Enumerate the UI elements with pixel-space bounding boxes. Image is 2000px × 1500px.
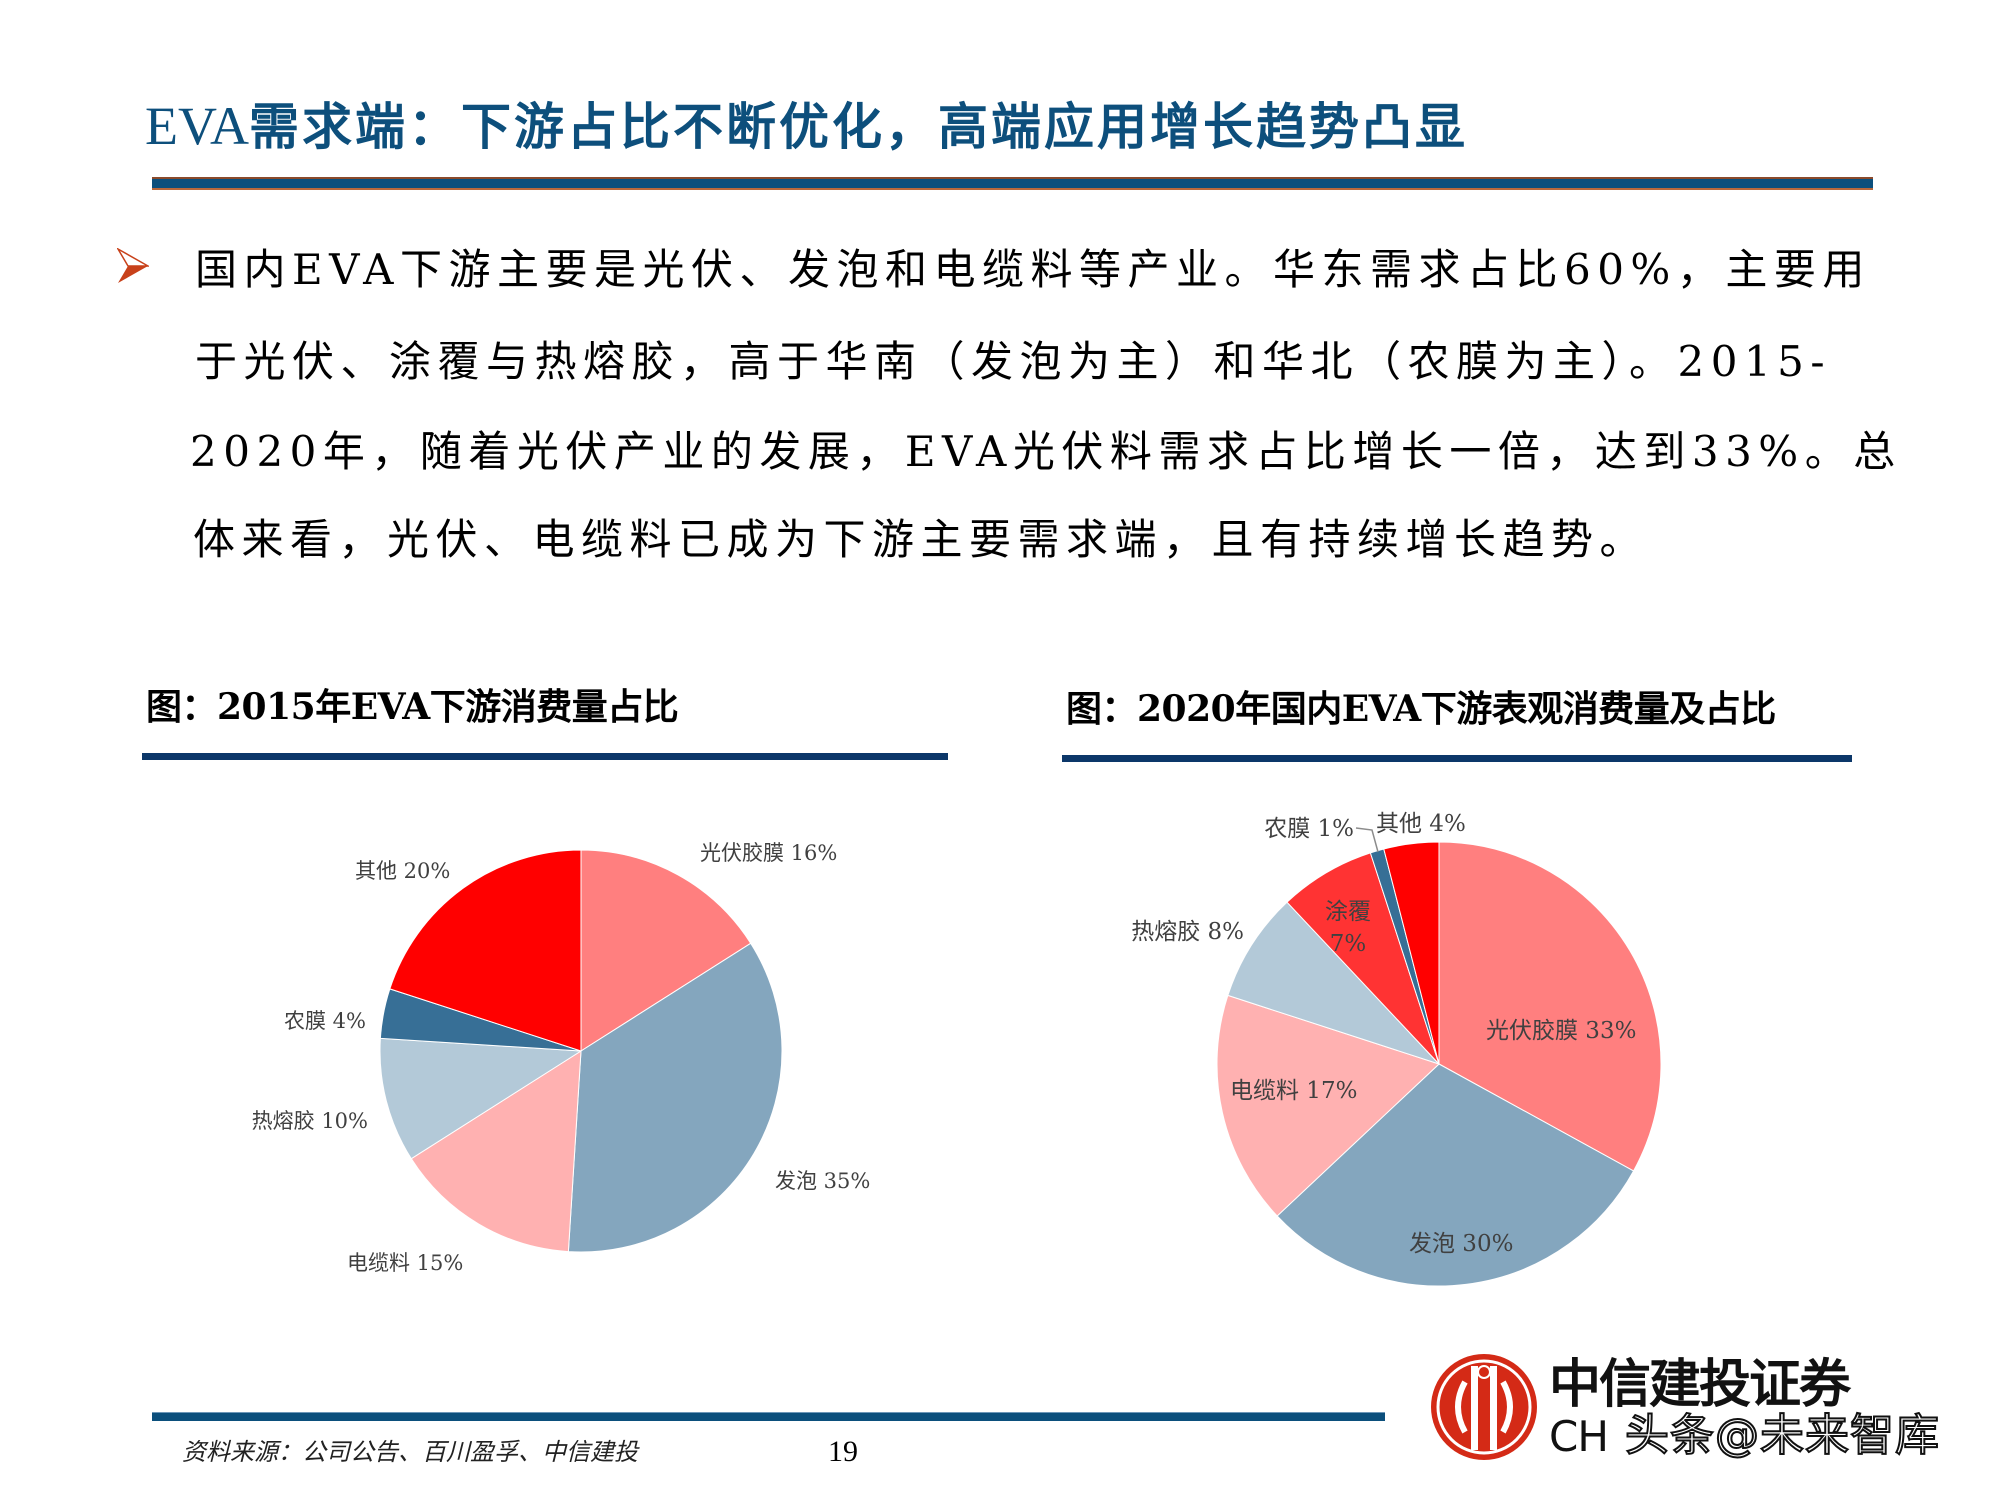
pie-data-label: 其他 4% — [1376, 811, 1466, 837]
pie-slice — [379, 1037, 583, 1160]
page-number: 19 — [828, 1435, 858, 1468]
pie-data-label: 其他 20% — [355, 859, 450, 883]
citic-logo-icon — [1431, 1354, 1537, 1460]
pie-data-label: 农膜 1% — [1264, 816, 1354, 842]
chart-title-underline — [1062, 755, 1852, 762]
body-text-line: 2020年，随着光伏产业的发展，EVA光伏料需求占比增长一倍，达到33%。总 — [190, 427, 1902, 476]
pie-slice — [1383, 841, 1440, 1065]
arrowhead-bullet-icon — [117, 248, 149, 283]
pie-slice — [580, 849, 752, 1052]
page-title-latin: EVA — [145, 96, 250, 156]
body-text-line: 国内EVA下游主要是光伏、发泡和电缆料等产业。华东需求占比60%，主要用 — [195, 245, 1871, 294]
chart-title-2020: 图：2020年国内EVA下游表观消费量及占比 — [1066, 688, 1776, 730]
pie-slice — [410, 1050, 582, 1253]
pie-slice — [389, 849, 582, 1052]
pie-slice — [567, 942, 783, 1253]
pie-data-label: 发泡 35% — [775, 1169, 870, 1193]
chart-title-2015: 图：2015年EVA下游消费量占比 — [146, 686, 679, 728]
footer-divider — [152, 1412, 1385, 1421]
pie-slice — [1438, 841, 1662, 1172]
body-text-line: 体来看，光伏、电缆料已成为下游主要需求端，且有持续增长趋势。 — [193, 515, 1649, 564]
pie-slice — [1276, 1063, 1635, 1287]
brand-name-cn: 中信建投证券 — [1549, 1354, 1851, 1415]
pie-chart-2020: 光伏胶膜 33% 发泡 30% 电缆料 17% 热熔胶 8% 涂覆 7% 农膜 1% 其他 4… — [1131, 811, 1662, 1287]
pie-data-label: 热熔胶 10% — [252, 1109, 368, 1133]
pie-data-label: 电缆料 15% — [347, 1251, 463, 1275]
pie-chart-2015: 光伏胶膜 16% 发泡 35% 电缆料 15% 热熔胶 10% 农膜 4% 其他 20% — [252, 841, 871, 1275]
pie-slice — [1227, 901, 1440, 1065]
body-text-line: 于光伏、涂覆与热熔胶，高于华南（发泡为主）和华北（农膜为主）。2015- — [195, 337, 1832, 386]
pie-data-label: 热熔胶 8% — [1131, 919, 1244, 945]
source-note: 资料来源：公司公告、百川盈孚、中信建投 — [182, 1438, 638, 1466]
watermark-text: 头条@未来智库 — [1624, 1410, 1940, 1461]
pie-data-label: 光伏胶膜 16% — [700, 841, 837, 865]
pie-data-label: 发泡 30% — [1409, 1231, 1513, 1257]
chart-title-underline — [142, 753, 948, 760]
pie-slice — [1216, 994, 1440, 1217]
pie-data-label: 光伏胶膜 33% — [1486, 1018, 1636, 1044]
page-title-text: 需求端：下游占比不断优化，高端应用增长趋势凸显 — [249, 98, 1469, 156]
leader-line — [1355, 827, 1379, 853]
pie-data-label: 电缆料 17% — [1230, 1078, 1357, 1104]
brand-name-en: CH — [1549, 1412, 1609, 1461]
pie-data-label: 农膜 4% — [284, 1009, 366, 1033]
page-title: EVA需求端：下游占比不断优化，高端应用增长趋势凸显 — [145, 96, 1468, 156]
pie-data-label: 涂覆 — [1325, 899, 1371, 925]
pie-data-label: 7% — [1330, 931, 1367, 957]
title-divider-bar — [152, 177, 1873, 190]
